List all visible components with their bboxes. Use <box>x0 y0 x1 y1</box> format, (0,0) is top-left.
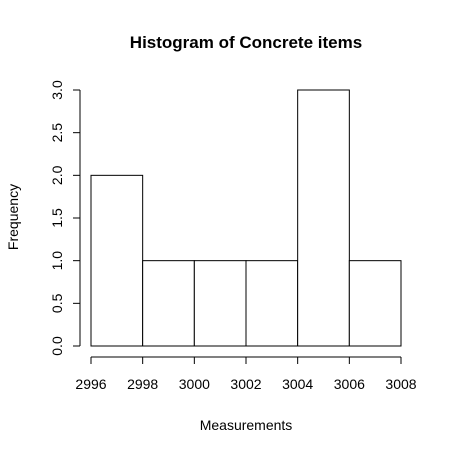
histogram-bars <box>90 89 402 347</box>
x-tick-label: 3002 <box>230 376 261 392</box>
x-tick-label: 3008 <box>385 376 416 392</box>
histogram-bar-1 <box>142 260 195 347</box>
histogram-bar-2 <box>193 260 247 347</box>
x-tick-label: 2998 <box>127 376 158 392</box>
x-tick-label: 3006 <box>334 376 365 392</box>
y-tick-label: 1.0 <box>49 251 65 271</box>
y-tick-label: 0.5 <box>49 293 65 313</box>
histogram-bar-3 <box>245 260 299 347</box>
x-axis-label: Measurements <box>200 417 293 433</box>
x-tick-label: 3000 <box>179 376 210 392</box>
y-tick-label: 1.5 <box>49 208 65 228</box>
y-tick-label: 0.0 <box>49 336 65 356</box>
y-tick-label: 3.0 <box>49 80 65 100</box>
histogram-bar-5 <box>348 260 402 347</box>
chart-title: Histogram of Concrete items <box>130 33 362 52</box>
y-axis-label: Frequency <box>5 184 21 250</box>
y-tick-label: 2.5 <box>49 123 65 143</box>
histogram-bar-0 <box>90 174 144 347</box>
x-axis: 2996 2998 3000 3002 3004 3006 3008 <box>75 356 417 392</box>
histogram-bar-4 <box>297 89 350 347</box>
y-axis: 0.0 0.5 1.0 1.5 2.0 2.5 3.0 <box>49 80 81 356</box>
x-tick-label: 2996 <box>75 376 106 392</box>
x-tick-label: 3004 <box>282 376 313 392</box>
y-tick-label: 2.0 <box>49 165 65 185</box>
